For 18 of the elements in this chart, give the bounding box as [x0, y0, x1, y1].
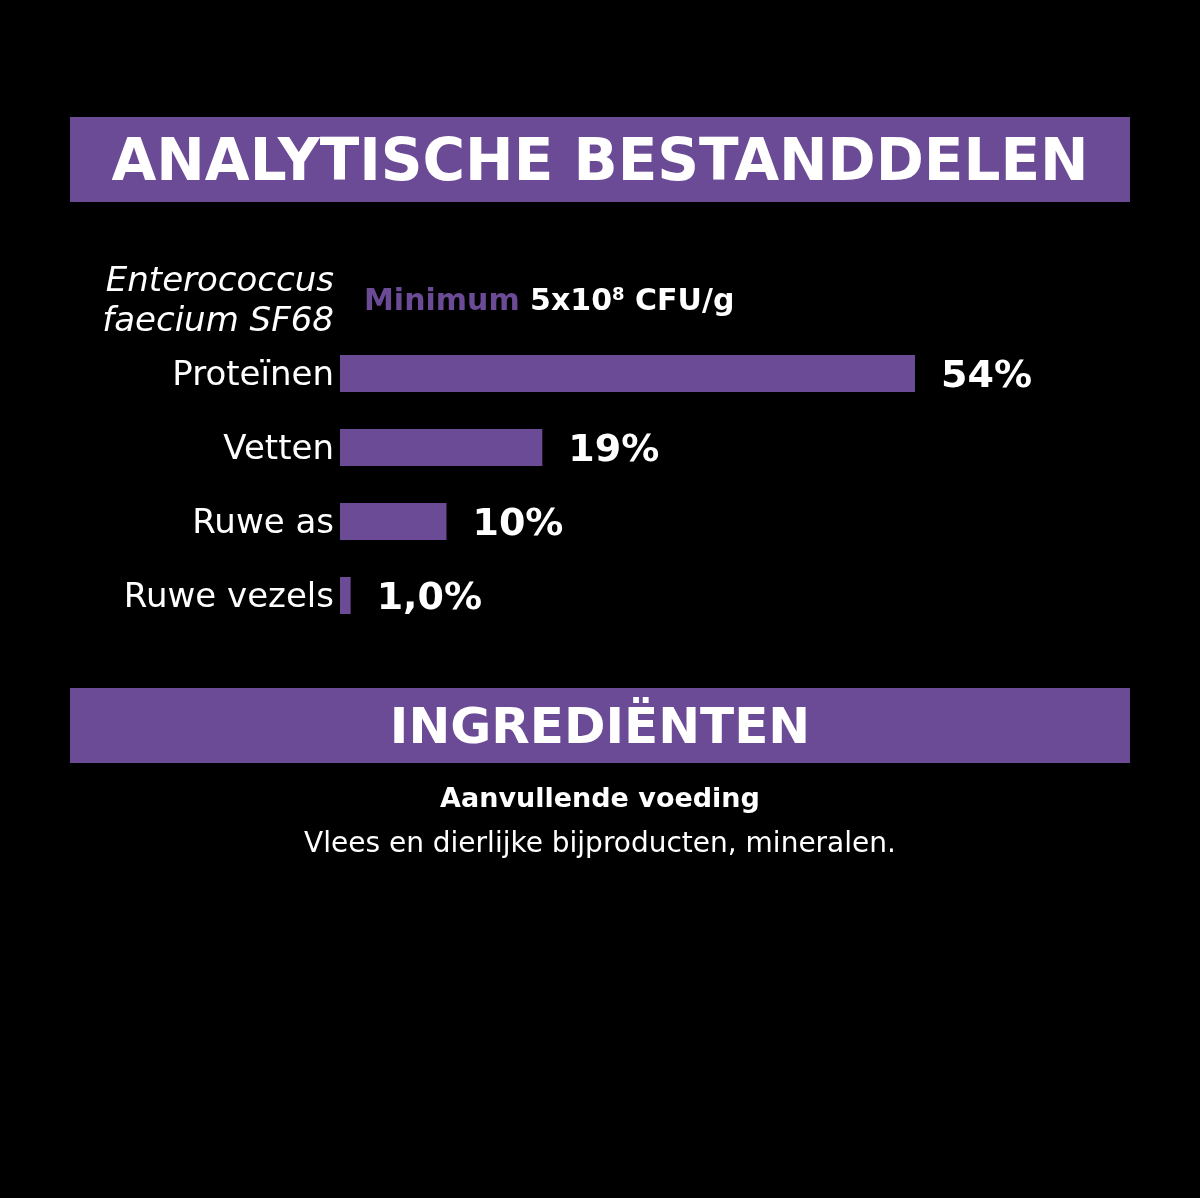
text: Vlees en dierlijke bijproducten, mineralen.: [303, 826, 897, 859]
text: Minimum 5x10$^{8}$ CFU/g: [364, 281, 735, 317]
text: Aanvullende voeding: [439, 782, 761, 813]
y-tick-label: Ruwe as: [192, 500, 334, 541]
data-label: 54%: [941, 351, 1032, 396]
bar: [340, 429, 543, 466]
y-tick-label: Ruwe vezels: [123, 574, 334, 615]
data-label: 19%: [568, 425, 660, 470]
data-label: 10%: [472, 499, 564, 544]
text: INGREDIËNTEN: [70, 688, 1130, 763]
chart-title: ANALYTISCHE BESTANDDELEN: [70, 117, 1130, 202]
bar: [340, 503, 447, 540]
y-tick-label: Proteïnen: [172, 352, 334, 393]
y-tick-label: Enterococcus faecium SF68: [102, 258, 334, 339]
y-tick-label: Vetten: [223, 426, 334, 467]
data-label: 1,0%: [376, 573, 483, 618]
bar: [340, 577, 351, 614]
bar: [340, 355, 915, 392]
